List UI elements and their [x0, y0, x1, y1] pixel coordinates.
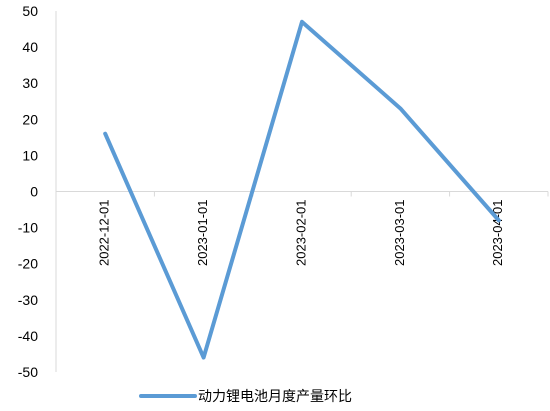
y-tick-label: -30 [18, 292, 38, 308]
y-tick-label: -10 [18, 220, 38, 236]
y-tick-label: 10 [22, 147, 38, 163]
y-tick-label: -50 [18, 364, 38, 380]
x-tick-label: 2023-02-01 [293, 200, 308, 267]
y-tick-label: 50 [22, 3, 38, 19]
y-tick-label: 30 [22, 75, 38, 91]
y-tick-label: 20 [22, 111, 38, 127]
legend-label: 动力锂电池月度产量环比 [198, 389, 352, 405]
y-tick-label: 40 [22, 39, 38, 55]
y-tick-label: -20 [18, 256, 38, 272]
series-lines [103, 19, 501, 360]
x-tick-label: 2023-03-01 [392, 200, 407, 267]
y-tick-label: 0 [30, 184, 38, 200]
x-tick-label: 2023-01-01 [195, 200, 210, 267]
x-axis-labels: 2022-12-01 2023-01-01 2023-02-01 2023-03-01… [97, 200, 506, 267]
y-axis-ticks: 50 40 30 20 10 0 -10 -20 -30 -40 -50 [18, 3, 38, 380]
legend: 动力锂电池月度产量环比 [139, 389, 352, 405]
x-tick-label: 2023-04-01 [490, 200, 505, 267]
series-line [103, 19, 501, 360]
y-tick-label: -40 [18, 328, 38, 344]
x-tick-label: 2022-12-01 [97, 200, 112, 267]
